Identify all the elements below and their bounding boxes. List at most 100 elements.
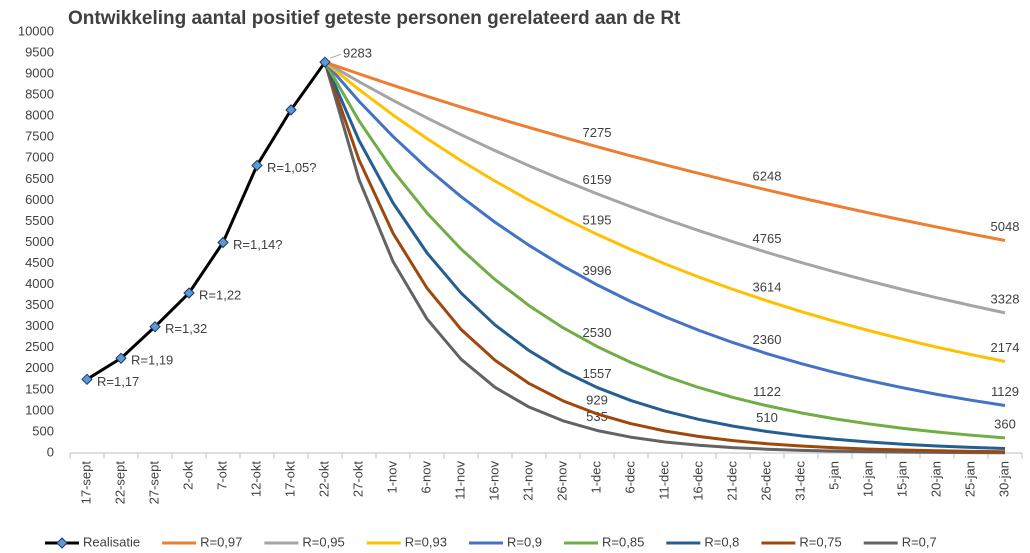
series-line [324, 61, 1006, 363]
series-line [323, 61, 1006, 455]
data-label: 2360 [753, 332, 782, 347]
chart-title: Ontwikkeling aantal positief geteste per… [68, 8, 681, 29]
series-line [324, 60, 1006, 242]
y-tick-label: 8500 [25, 87, 54, 102]
x-tick-label: 1-nov [384, 461, 399, 494]
x-tick-label: 17-okt [282, 461, 297, 498]
y-tick-label: 2500 [25, 339, 54, 354]
data-label: 929 [586, 392, 608, 407]
x-tick-label: 15-jan [894, 461, 909, 497]
x-tick-label: 6-dec [622, 461, 637, 494]
y-tick-label: 0 [47, 444, 54, 459]
point-marker [319, 56, 331, 68]
y-tick-label: 1500 [25, 381, 54, 396]
x-tick-label: 27-sept [146, 461, 161, 505]
x-tick-label: 12-okt [248, 461, 263, 498]
x-tick-label: 1-dec [588, 461, 603, 494]
x-tick-label: 26-nov [554, 461, 569, 501]
point-label: R=1,05? [267, 160, 317, 175]
point-marker [149, 320, 161, 333]
legend-label: R=0,93 [405, 534, 447, 549]
x-tick-label: 7-okt [214, 461, 229, 490]
series-line [323, 61, 1006, 454]
data-label: 1122 [753, 384, 781, 399]
data-label: 6248 [753, 168, 782, 183]
data-label: 1129 [991, 384, 1019, 399]
x-tick-label: 31-dec [792, 461, 807, 501]
data-label: 6159 [583, 172, 612, 187]
y-tick-label: 2000 [25, 360, 54, 375]
data-label: 9283 [343, 46, 372, 61]
series-line [323, 61, 1006, 440]
data-label: 5195 [583, 213, 612, 228]
point-label: R=1,32 [165, 321, 207, 336]
point-marker [115, 352, 127, 364]
x-tick-label: 21-dec [724, 461, 739, 501]
data-label: 3996 [583, 263, 612, 278]
point-label: R=1,19 [131, 353, 173, 368]
data-label: 3328 [991, 291, 1020, 306]
y-tick-label: 4000 [25, 276, 54, 291]
x-tick-label: 30-jan [996, 461, 1011, 497]
legend-label: Realisatie [83, 534, 140, 549]
legend-label: R=0,97 [200, 534, 242, 549]
y-tick-label: 6000 [25, 192, 54, 207]
legend-label: R=0,9 [507, 534, 542, 549]
data-label: 3614 [753, 279, 782, 294]
y-tick-label: 7000 [25, 150, 54, 165]
legend-label: R=0,7 [902, 534, 937, 549]
data-label: 2174 [991, 340, 1020, 355]
point-marker [81, 373, 93, 386]
point-label: R=1,17 [97, 374, 139, 389]
data-label: 360 [994, 416, 1016, 431]
x-tick-label: 26-dec [758, 461, 773, 501]
y-tick-label: 5500 [25, 213, 54, 228]
legend-label: R=0,75 [799, 534, 841, 549]
data-label: 510 [756, 410, 778, 425]
point-label: R=1,14? [233, 237, 283, 252]
leader-line [329, 53, 342, 59]
series-line [324, 60, 1006, 315]
y-tick-label: 9000 [25, 66, 54, 81]
point-marker [183, 287, 195, 299]
x-tick-label: 25-jan [962, 461, 977, 497]
x-tick-label: 16-dec [690, 461, 705, 501]
y-tick-label: 1000 [25, 402, 54, 417]
x-tick-label: 21-nov [520, 461, 535, 501]
x-tick-label: 6-nov [418, 461, 433, 494]
series-line [323, 61, 1006, 450]
y-tick-label: 3000 [25, 318, 54, 333]
point-marker [217, 236, 229, 249]
legend-label: R=0,85 [602, 534, 644, 549]
x-tick-label: 27-okt [350, 461, 365, 498]
y-tick-label: 5000 [25, 234, 54, 249]
y-tick-label: 6500 [25, 171, 54, 186]
x-tick-label: 10-jan [860, 461, 875, 497]
series-line [323, 61, 1006, 407]
point-label: R=1,22 [199, 287, 241, 302]
y-tick-label: 8000 [25, 108, 54, 123]
data-label: 5048 [991, 219, 1020, 234]
legend-label: R=0,8 [704, 534, 739, 549]
y-tick-label: 4500 [25, 255, 54, 270]
y-tick-label: 10000 [18, 23, 54, 38]
x-tick-label: 22-sept [112, 461, 127, 505]
x-tick-label: 11-nov [452, 461, 467, 500]
y-tick-label: 9500 [25, 44, 54, 59]
x-tick-label: 20-jan [928, 461, 943, 497]
data-label: 4765 [753, 231, 782, 246]
point-marker [285, 104, 297, 116]
y-tick-label: 7500 [25, 129, 54, 144]
series-line [86, 61, 327, 381]
data-label: 1557 [583, 366, 612, 381]
data-label: 7275 [583, 125, 612, 140]
data-label: 2530 [583, 325, 612, 340]
legend-label: R=0,95 [302, 534, 344, 549]
x-tick-label: 11-dec [656, 461, 671, 500]
x-tick-label: 16-nov [486, 461, 501, 501]
y-tick-label: 500 [32, 423, 54, 438]
x-tick-label: 5-jan [826, 461, 841, 490]
x-tick-label: 2-okt [180, 461, 195, 490]
point-marker [251, 159, 263, 172]
